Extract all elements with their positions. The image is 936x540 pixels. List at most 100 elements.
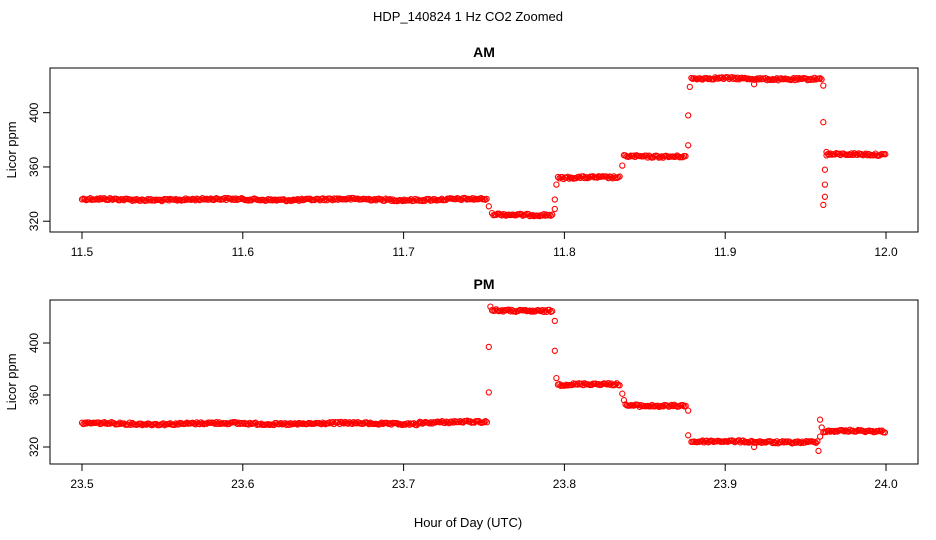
pm-data-point [637, 401, 645, 409]
am-data-point [172, 196, 179, 203]
pm-data-point [679, 402, 687, 409]
pm-data-point [137, 420, 144, 427]
pm-x-tick-label: 23.9 [714, 477, 738, 491]
am-y-axis-label: Licor ppm [4, 121, 19, 178]
pm-y-tick-label: 360 [27, 385, 41, 405]
pm-transition-point [685, 432, 692, 439]
x-axis-label: Hour of Day (UTC) [413, 515, 523, 530]
pm-x-tick-label: 23.6 [231, 477, 255, 491]
am-transition-point [551, 205, 558, 213]
am-transition-point [685, 142, 692, 149]
am-data-point [575, 173, 583, 180]
pm-x-tick-label: 23.8 [553, 477, 577, 491]
pm-data-point [171, 421, 178, 429]
am-panel-title: AM [473, 44, 495, 60]
pm-data-point [286, 421, 293, 429]
pm-data-point [203, 420, 210, 427]
pm-y-axis-label: Licor ppm [4, 353, 19, 410]
am-data-point [733, 76, 740, 83]
pm-data-point [482, 418, 489, 425]
am-transition-point [820, 82, 827, 89]
pm-data-point [542, 307, 549, 314]
pm-panel-title: PM [474, 276, 495, 292]
pm-data-point [812, 439, 820, 446]
am-data-point [858, 150, 865, 158]
am-data-point [116, 197, 123, 204]
am-x-tick-label: 11.6 [232, 245, 255, 259]
am-data-point [267, 196, 275, 203]
pm-transition-point [551, 347, 558, 354]
pm-data-point [756, 438, 764, 445]
pm-data-point [612, 381, 619, 388]
am-data-point [603, 173, 611, 180]
am-y-tick-label: 360 [27, 157, 41, 177]
pm-data-point [881, 429, 889, 436]
pm-transition-point [619, 390, 626, 397]
am-data-point [849, 151, 857, 159]
am-transition-point [821, 166, 829, 173]
pm-data-point [528, 308, 535, 315]
am-data-point [763, 77, 771, 84]
am-data-point [679, 154, 686, 161]
am-x-tick-label: 12.0 [874, 245, 898, 259]
am-data-point [882, 151, 889, 158]
pm-data-point [441, 419, 449, 427]
pm-transition-point [487, 303, 494, 310]
pm-data-point [216, 419, 223, 426]
pm-transition-point [553, 374, 560, 382]
am-transition-point [685, 112, 692, 119]
pm-data-point [814, 438, 821, 445]
pm-plot-frame [49, 299, 919, 465]
am-data-point [182, 195, 189, 202]
am-transition-point [821, 181, 829, 188]
am-data-point [682, 153, 689, 160]
am-x-tick-label: 11.9 [714, 245, 737, 259]
pm-y-tick-label: 400 [27, 333, 41, 353]
am-data-point [772, 76, 779, 83]
pm-data-point [344, 420, 352, 427]
pm-transition-point [485, 389, 492, 396]
am-y-tick-label: 400 [27, 102, 41, 122]
am-data-point [794, 76, 801, 83]
pm-x-tick-label: 23.7 [392, 477, 416, 491]
pm-data-point [483, 419, 491, 426]
pm-data-point [364, 419, 371, 427]
pm-data-point [668, 401, 675, 409]
pm-data-point [277, 420, 284, 427]
am-x-tick-label: 11.8 [553, 245, 576, 259]
pm-x-tick-label: 23.5 [70, 477, 94, 491]
am-data-point [616, 173, 623, 180]
pm-transition-point [620, 397, 628, 404]
pm-data-point [825, 427, 833, 434]
pm-transition-point [816, 416, 824, 423]
am-data-point [865, 150, 872, 158]
pm-transition-point [551, 317, 558, 325]
am-transition-point [820, 201, 827, 209]
pm-data-point [455, 418, 463, 426]
pm-data-point [294, 421, 301, 428]
am-data-point [605, 174, 612, 182]
am-data-point [554, 173, 562, 181]
pm-x-tick-label: 24.0 [874, 477, 898, 491]
pm-transition-point [685, 407, 692, 414]
pm-data-point [549, 308, 556, 315]
am-transition-point [820, 119, 827, 126]
am-transition-point [553, 181, 560, 188]
am-data-point [724, 74, 731, 81]
pm-data-point [797, 439, 804, 447]
pm-transition-point [816, 433, 824, 440]
am-data-point [483, 195, 490, 203]
pm-transition-point [815, 447, 822, 455]
am-transition-point [686, 83, 693, 91]
am-data-point [848, 150, 855, 157]
pm-data-point [245, 421, 252, 428]
pm-y-tick-label: 320 [27, 437, 41, 457]
am-data-point [469, 194, 476, 202]
am-transition-point [821, 193, 829, 200]
pm-data-point [682, 402, 689, 410]
am-data-point [549, 211, 556, 218]
pm-data-point [793, 439, 800, 446]
pm-transition-point [485, 343, 492, 351]
